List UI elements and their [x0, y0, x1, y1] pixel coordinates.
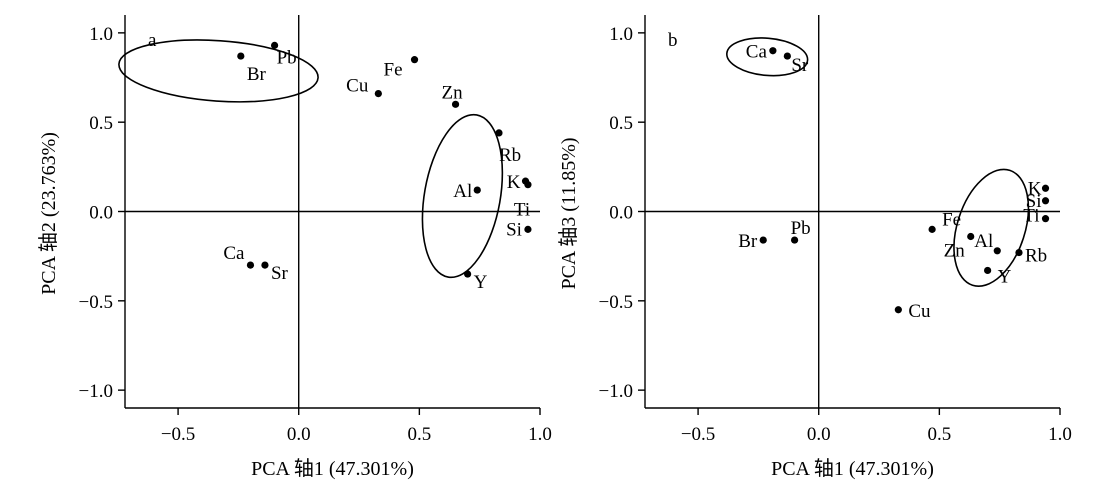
y-tick-label: 0.0: [89, 203, 113, 224]
point-label: Cu: [346, 76, 369, 97]
point-label: Sr: [791, 55, 809, 76]
point-label: Br: [247, 64, 267, 85]
y-tick-label: 0.0: [609, 203, 633, 224]
y-tick-label: 1.0: [89, 24, 113, 45]
data-point-cu: [374, 90, 382, 98]
point-label: Al: [974, 231, 993, 252]
data-point-fe: [410, 56, 419, 64]
panel-letter: a: [148, 30, 157, 51]
panel-a: −0.5 0.0 0.5 1.0 1.0 0.5 0.0 −0.5 −1.0 PCA 轴1 (47…: [37, 15, 552, 480]
data-point-zn: [451, 100, 460, 108]
point-label: Fe: [384, 60, 403, 81]
point-label: Ca: [223, 243, 245, 264]
panel-b: −0.5 0.0 0.5 1.0 1.0 0.5 0.0 −0.5 −1.0 PCA 轴1 (47…: [557, 15, 1072, 480]
point-label: Fe: [942, 209, 961, 230]
data-point-al: [473, 186, 481, 194]
x-axis-label: PCA 轴1 (47.301%): [771, 457, 934, 480]
point-label: Rb: [499, 145, 521, 166]
y-tick-label: −1.0: [79, 381, 113, 402]
x-tick-label: 0.5: [407, 424, 431, 445]
data-point-ca: [246, 261, 255, 269]
data-point-sr: [261, 261, 269, 269]
point-label: Al: [453, 181, 472, 202]
data-point-k: [1041, 184, 1050, 192]
point-label: Rb: [1025, 246, 1047, 267]
point-label: K: [507, 172, 521, 193]
data-point-rb: [495, 129, 503, 137]
data-point-y: [984, 266, 992, 275]
group-ellipse: [953, 168, 1030, 287]
x-tick-label: 0.5: [927, 424, 951, 445]
x-tick-label: −0.5: [681, 424, 715, 445]
point-label: Sr: [271, 263, 289, 284]
y-tick-label: −1.0: [599, 381, 633, 402]
data-point-ti: [1041, 215, 1050, 223]
data-point-br: [759, 236, 767, 244]
point-label: Ti: [1023, 206, 1039, 227]
data-point-zn: [967, 232, 975, 241]
y-axis-label: PCA 轴3 (11.85%): [557, 137, 580, 289]
y-tick-label: 0.5: [609, 113, 633, 134]
x-tick-label: −0.5: [161, 424, 195, 445]
y-tick-label: −0.5: [79, 292, 113, 313]
point-label: K: [1028, 178, 1042, 199]
point-label: Y: [998, 266, 1012, 287]
point-label: Y: [474, 272, 488, 293]
y-tick-label: −0.5: [599, 292, 633, 313]
data-point-ti: [524, 181, 532, 189]
point-label: Si: [1026, 191, 1042, 212]
data-point-y: [464, 270, 472, 278]
point-label: Zn: [442, 82, 464, 103]
point-label: Ti: [514, 200, 530, 221]
point-label: Cu: [908, 301, 931, 322]
data-point-sr: [783, 52, 791, 60]
data-point-al: [993, 247, 1001, 255]
x-tick-label: 0.0: [287, 424, 311, 445]
panel-letter: b: [668, 30, 678, 51]
point-label: Zn: [944, 241, 966, 262]
data-point-ca: [769, 47, 777, 55]
point-label: Br: [738, 231, 758, 252]
y-axis-label: PCA 轴2 (23.763%): [37, 132, 60, 295]
point-label: Pb: [277, 47, 297, 68]
group-ellipse: [726, 37, 809, 77]
point-label: Pb: [791, 218, 811, 239]
point-label: Ca: [746, 42, 768, 63]
point-label: Si: [506, 219, 522, 240]
data-point-cu: [894, 306, 902, 314]
x-tick-label: 1.0: [528, 424, 552, 445]
y-tick-label: 0.5: [89, 113, 113, 134]
group-ellipse: [118, 39, 319, 103]
data-point-rb: [1015, 248, 1023, 257]
data-point-si: [524, 225, 532, 233]
data-point-si: [1041, 197, 1050, 205]
data-point-pb: [270, 41, 279, 49]
x-tick-label: 0.0: [807, 424, 831, 445]
x-tick-label: 1.0: [1048, 424, 1072, 445]
y-tick-label: 1.0: [609, 24, 633, 45]
group-ellipse: [421, 113, 504, 279]
data-point-fe: [928, 225, 936, 233]
data-point-pb: [790, 236, 799, 244]
x-axis-label: PCA 轴1 (47.301%): [251, 457, 414, 480]
data-point-br: [237, 52, 245, 60]
